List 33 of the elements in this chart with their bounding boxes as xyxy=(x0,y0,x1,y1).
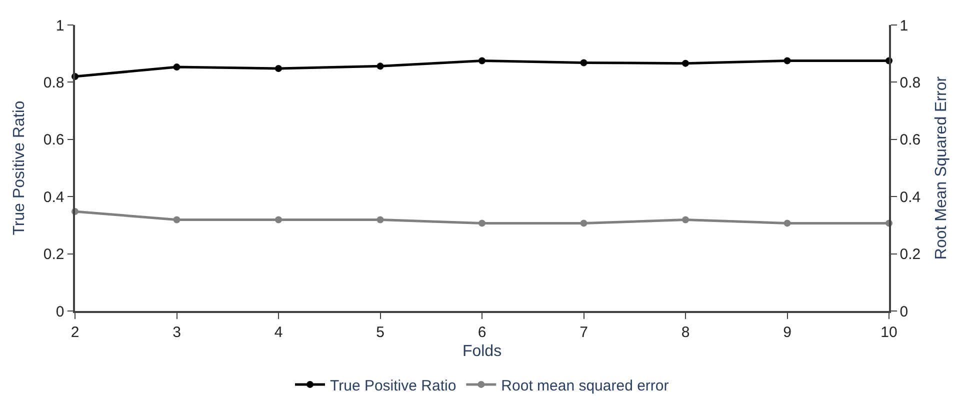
y2-tick-label: 0.4 xyxy=(900,188,921,206)
x-tick-label: 9 xyxy=(783,324,792,341)
point xyxy=(478,57,486,64)
y2-tick-label: 0 xyxy=(900,303,908,320)
legend-label: Root mean squared error xyxy=(501,377,669,394)
y-tick-label: 0.8 xyxy=(43,74,64,92)
x-tick-label: 5 xyxy=(376,324,384,341)
y-tick-label: 0.2 xyxy=(43,246,64,264)
x-tick-label: 10 xyxy=(880,324,898,341)
point xyxy=(275,64,282,72)
x-tick-label: 2 xyxy=(70,324,80,341)
x-tick-label: 6 xyxy=(478,324,486,341)
y2-tick-label: 1 xyxy=(900,17,908,34)
y-tick-label: 0.4 xyxy=(43,188,64,206)
point xyxy=(376,62,384,70)
x-tick-label: 4 xyxy=(274,324,283,341)
y2-axis-title: Root Mean Squared Error xyxy=(932,76,950,260)
y2-tick-label: 0.6 xyxy=(900,132,921,149)
y-tick-label: 0 xyxy=(56,303,64,320)
legend-label: True Positive Ratio xyxy=(330,377,456,394)
y2-tick-label: 0.2 xyxy=(900,246,921,264)
x-tick-label: 8 xyxy=(681,324,690,341)
point xyxy=(784,57,791,64)
point xyxy=(580,59,588,66)
x-tick-label: 3 xyxy=(172,324,181,341)
point xyxy=(682,60,689,67)
y2-tick-label: 0.8 xyxy=(900,74,921,92)
y-axis-title: True Positive Ratio xyxy=(10,100,28,236)
x-axis-title: Folds xyxy=(462,342,502,360)
point xyxy=(173,64,180,71)
y-tick-label: 0.6 xyxy=(43,132,64,149)
x-tick-label: 7 xyxy=(580,324,588,341)
y-tick-label: 1 xyxy=(56,17,64,34)
